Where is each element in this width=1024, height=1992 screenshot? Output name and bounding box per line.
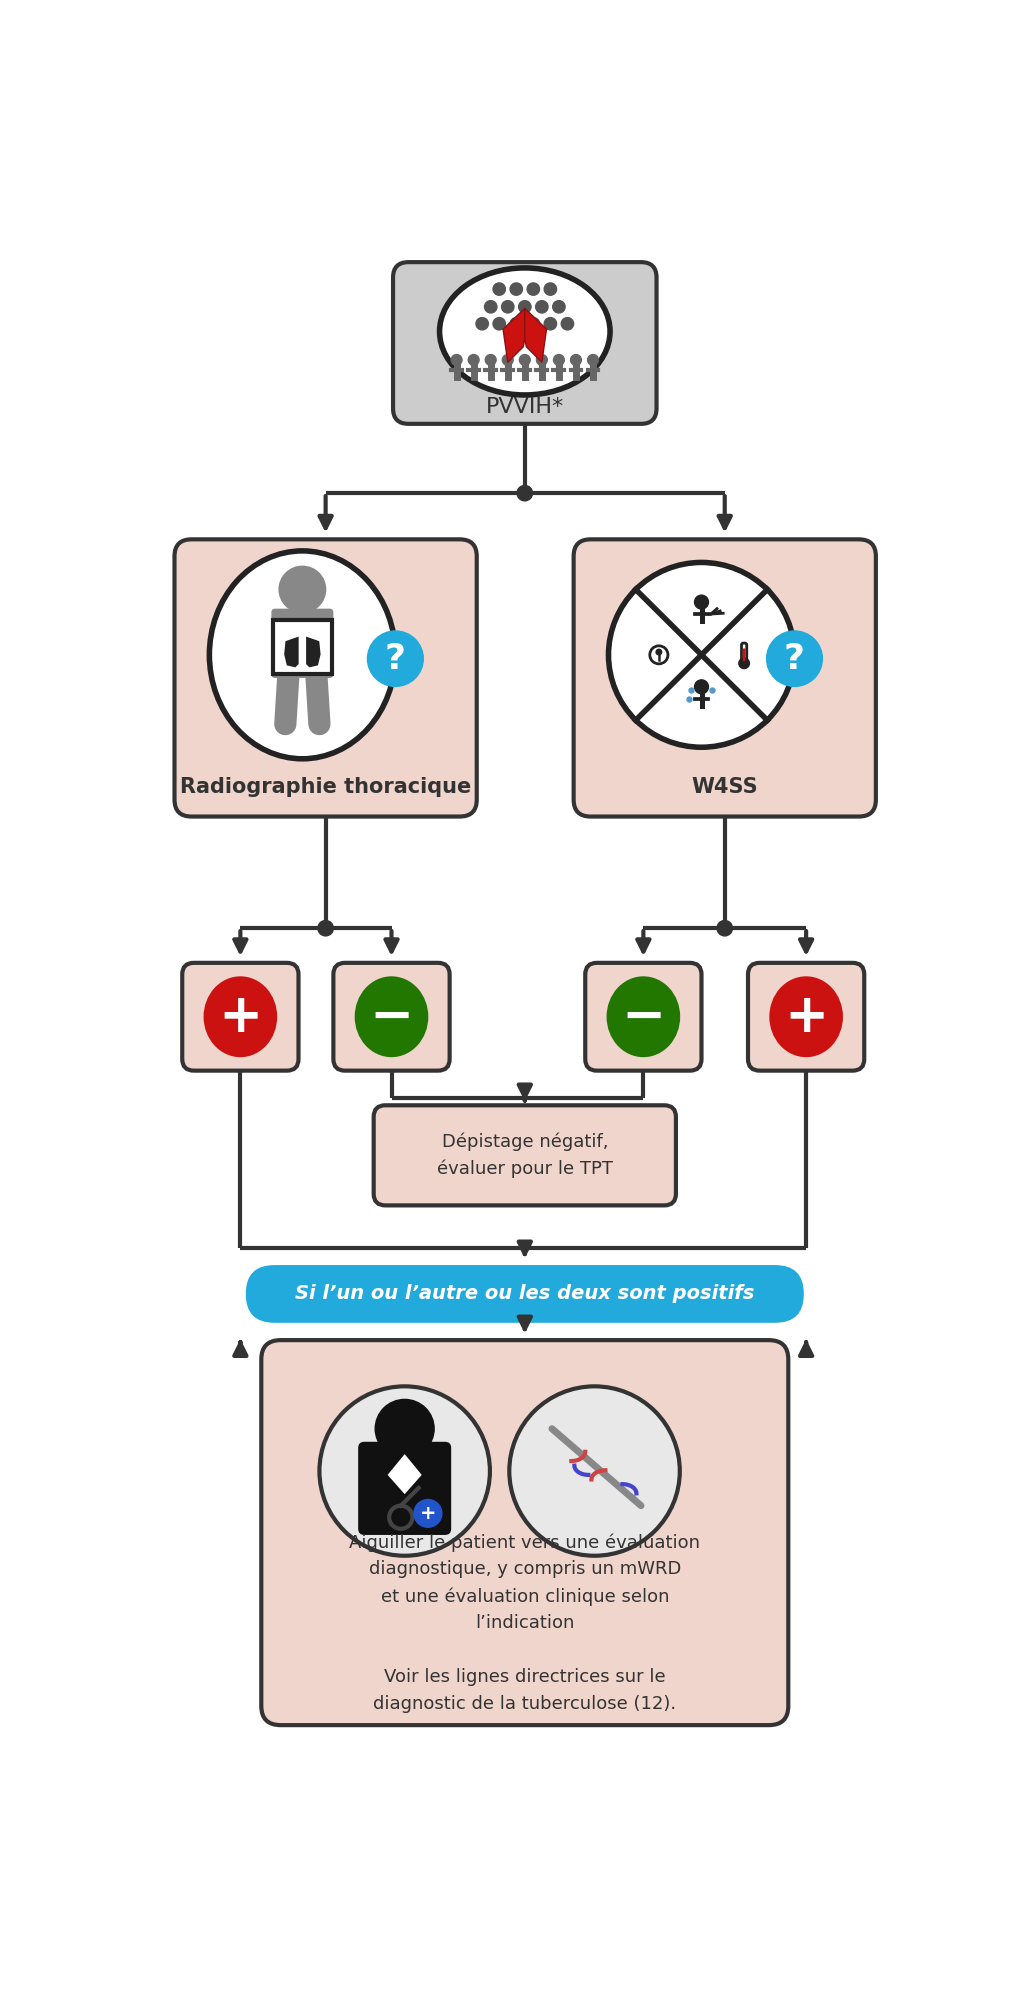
FancyBboxPatch shape [393,263,656,424]
Ellipse shape [209,552,395,759]
Text: Dépistage négatif,: Dépistage négatif, [441,1131,608,1151]
Circle shape [319,1386,489,1556]
Circle shape [739,657,750,669]
Text: évaluer pour le TPT: évaluer pour le TPT [437,1159,612,1179]
Circle shape [503,355,513,365]
Text: +: + [784,990,828,1042]
Circle shape [414,1500,442,1528]
Polygon shape [388,1454,422,1494]
Circle shape [452,355,462,365]
Circle shape [536,301,548,313]
FancyBboxPatch shape [182,962,299,1070]
Ellipse shape [439,267,610,394]
Circle shape [656,649,662,655]
FancyBboxPatch shape [261,1341,788,1725]
Circle shape [510,317,522,331]
FancyBboxPatch shape [742,647,745,661]
Text: ?: ? [385,641,406,675]
Circle shape [717,920,732,936]
FancyBboxPatch shape [374,1106,676,1205]
Circle shape [544,283,557,295]
Circle shape [502,301,514,313]
Text: −: − [370,990,414,1042]
Circle shape [375,1400,434,1458]
Text: Voir les lignes directrices sur le
diagnostic de la tuberculose (12).: Voir les lignes directrices sur le diagn… [373,1667,677,1713]
Ellipse shape [606,976,680,1058]
Circle shape [468,355,479,365]
Ellipse shape [204,976,278,1058]
Polygon shape [524,309,547,363]
Circle shape [553,301,565,313]
Circle shape [554,355,564,365]
FancyBboxPatch shape [586,962,701,1070]
Circle shape [561,317,573,331]
FancyBboxPatch shape [573,540,876,817]
Polygon shape [285,637,299,667]
Text: W4SS: W4SS [691,777,758,797]
Circle shape [608,562,795,747]
Ellipse shape [769,976,843,1058]
Circle shape [694,596,709,610]
Circle shape [527,317,540,331]
Circle shape [510,283,522,295]
Text: PVVIH*: PVVIH* [485,396,564,416]
Circle shape [518,301,531,313]
Circle shape [493,283,506,295]
Circle shape [537,355,547,365]
Circle shape [484,301,497,313]
Circle shape [694,679,709,693]
Circle shape [368,631,423,687]
FancyBboxPatch shape [334,962,450,1070]
Circle shape [527,283,540,295]
Text: +: + [218,990,262,1042]
Polygon shape [503,309,524,363]
Circle shape [519,355,530,365]
Polygon shape [306,637,321,667]
Circle shape [476,317,488,331]
Circle shape [649,645,669,665]
Text: +: + [420,1504,436,1524]
Circle shape [517,486,532,500]
FancyBboxPatch shape [271,610,334,677]
FancyBboxPatch shape [748,962,864,1070]
Circle shape [317,920,334,936]
FancyBboxPatch shape [741,643,746,661]
Circle shape [493,317,506,331]
FancyBboxPatch shape [273,620,332,673]
Text: −: − [622,990,666,1042]
Circle shape [570,355,582,365]
FancyBboxPatch shape [246,1265,804,1323]
Circle shape [588,355,598,365]
Text: ?: ? [784,641,805,675]
Circle shape [544,317,557,331]
Circle shape [767,631,822,687]
Circle shape [652,647,666,661]
Ellipse shape [354,976,428,1058]
Text: Aiguiller le patient vers une évaluation
diagnostique, y compris un mWRD
et une : Aiguiller le patient vers une évaluation… [349,1534,700,1631]
Circle shape [485,355,496,365]
Circle shape [509,1386,680,1556]
Text: Si l’un ou l’autre ou les deux sont positifs: Si l’un ou l’autre ou les deux sont posi… [295,1285,755,1303]
Circle shape [280,566,326,612]
FancyBboxPatch shape [358,1442,452,1536]
FancyBboxPatch shape [174,540,477,817]
Text: Radiographie thoracique: Radiographie thoracique [180,777,471,797]
